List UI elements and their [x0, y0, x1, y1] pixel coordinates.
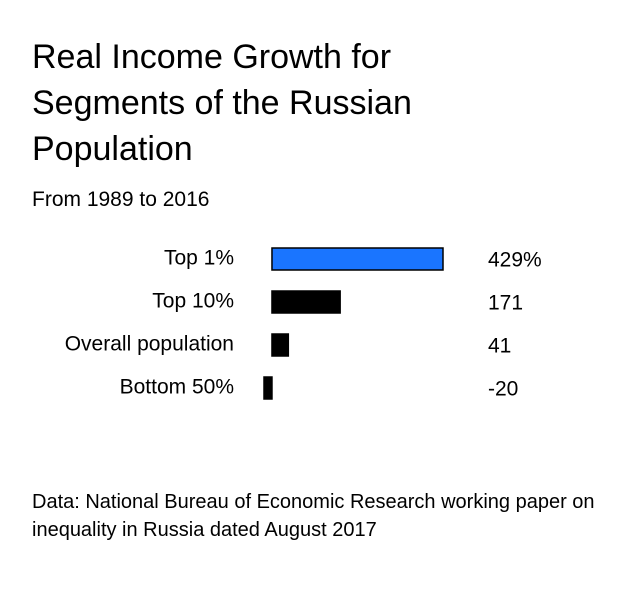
- source-note: Data: National Bureau of Economic Resear…: [32, 491, 595, 541]
- chart-subtitle: From 1989 to 2016: [32, 188, 210, 211]
- bar: [263, 376, 273, 400]
- category-label: Top 1%: [164, 247, 234, 270]
- value-label: 41: [488, 335, 511, 358]
- value-label: 429%: [488, 249, 542, 272]
- bar: [271, 247, 444, 271]
- chart-title: Real Income Growth for Segments of the R…: [32, 38, 412, 168]
- value-label: -20: [488, 378, 518, 401]
- value-label: 171: [488, 292, 523, 315]
- bar: [271, 290, 341, 314]
- category-label: Top 10%: [152, 290, 234, 313]
- bar: [271, 333, 290, 357]
- category-label: Bottom 50%: [120, 376, 234, 399]
- category-label: Overall population: [65, 333, 234, 356]
